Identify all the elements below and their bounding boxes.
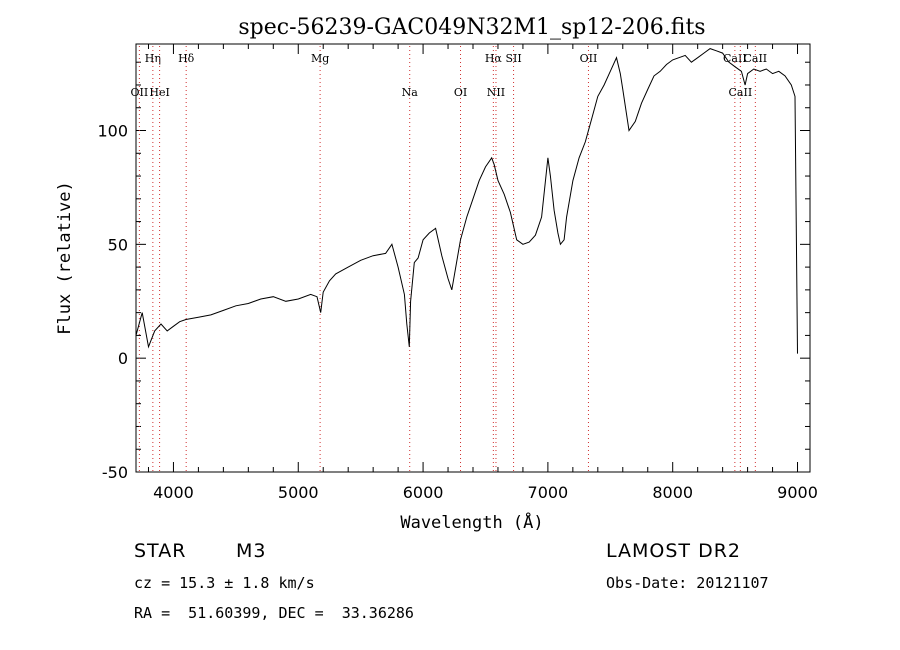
redshift-cz: cz = 15.3 ± 1.8 km/s <box>134 574 315 592</box>
x-tick-label: 7000 <box>528 483 569 502</box>
line-marker-label: OI <box>454 86 467 99</box>
line-marker-label: CaII <box>729 86 753 99</box>
line-marker-label: Hδ <box>178 52 195 65</box>
x-tick-label: 6000 <box>403 483 444 502</box>
y-axis-label: Flux (relative) <box>55 181 75 335</box>
y-tick-label: 50 <box>108 235 128 254</box>
line-marker-label: HeI <box>149 86 169 99</box>
x-tick-label: 9000 <box>777 483 818 502</box>
y-tick-label: 100 <box>97 122 128 141</box>
line-marker-label: CaII <box>743 52 767 65</box>
spectrum-line <box>135 48 798 354</box>
observation-date: Obs-Date: 20121107 <box>606 574 769 592</box>
plot-frame <box>135 43 811 473</box>
line-marker-label: OII <box>580 52 598 65</box>
y-tick-label: -50 <box>102 463 128 482</box>
x-axis-label: Wavelength (Å) <box>400 511 543 533</box>
line-marker-label: SII <box>505 52 521 65</box>
line-marker-label: OII <box>131 86 149 99</box>
chart-title: spec-56239-GAC049N32M1_sp12-206.fits <box>238 15 705 40</box>
x-tick-label: 8000 <box>652 483 693 502</box>
object-class: STAR <box>134 540 187 562</box>
x-tick-label: 4000 <box>153 483 194 502</box>
axis-ticks: 4000 5000 6000 7000 8000 9000 -50 0 50 100 <box>97 44 818 502</box>
line-marker-label: NII <box>487 86 505 99</box>
coordinates: RA = 51.60399, DEC = 33.36286 <box>134 604 414 622</box>
line-marker-label: Mg <box>311 52 329 65</box>
y-tick-label: 0 <box>118 349 128 368</box>
line-marker-label: Hα <box>485 52 503 65</box>
spectrum-series <box>135 48 798 354</box>
line-marker-label: Hη <box>145 52 161 65</box>
survey-name: LAMOST DR2 <box>606 540 741 562</box>
x-tick-label: 5000 <box>278 483 319 502</box>
spectral-type: M3 <box>236 540 267 562</box>
line-marker-label: Na <box>402 86 419 99</box>
